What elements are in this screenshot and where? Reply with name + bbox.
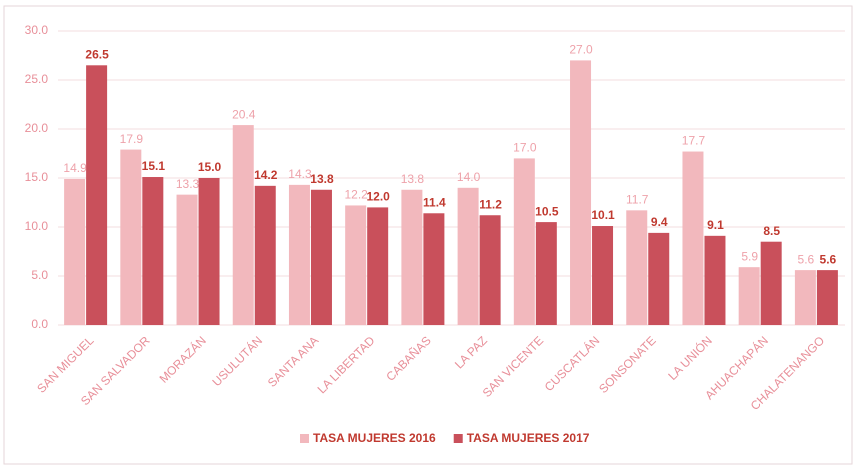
legend-label: TASA MUJERES 2017 [467, 431, 590, 445]
data-label: 11.7 [626, 193, 649, 207]
bar [816, 270, 838, 325]
data-label: 14.9 [63, 161, 87, 175]
bar [198, 178, 220, 325]
data-label: 14.2 [254, 168, 278, 182]
bar [232, 125, 254, 325]
data-label: 17.0 [513, 141, 537, 155]
bar [626, 210, 648, 325]
bar [570, 60, 592, 326]
bar [254, 185, 276, 325]
bar [345, 205, 367, 325]
bar [176, 194, 198, 325]
data-label: 5.6 [820, 252, 837, 266]
bar [142, 177, 164, 325]
bar [535, 222, 557, 325]
y-tick-label: 10.0 [25, 219, 49, 233]
data-label: 14.0 [457, 170, 481, 184]
y-tick-label: 15.0 [25, 170, 49, 184]
data-label: 5.9 [741, 249, 758, 263]
bar [479, 215, 501, 325]
bar [288, 184, 310, 325]
y-tick-label: 20.0 [25, 121, 49, 135]
data-label: 12.0 [366, 190, 390, 204]
data-label: 14.3 [288, 167, 312, 181]
data-label: 11.4 [423, 195, 446, 209]
legend-label: TASA MUJERES 2016 [313, 431, 436, 445]
bar [682, 151, 704, 325]
bar [120, 149, 142, 325]
data-label: 20.4 [232, 107, 256, 121]
bar [86, 65, 108, 326]
data-label: 15.1 [142, 159, 166, 173]
data-label: 9.1 [707, 218, 724, 232]
y-tick-label: 5.0 [31, 268, 48, 282]
data-label: 13.8 [401, 172, 425, 186]
y-tick-label: 30.0 [25, 23, 49, 37]
bar [592, 226, 614, 325]
bar [738, 267, 760, 325]
bar [794, 270, 816, 325]
y-tick-label: 25.0 [25, 72, 49, 86]
data-label: 27.0 [569, 43, 593, 57]
legend-swatch [300, 434, 309, 443]
bar [310, 189, 332, 325]
data-label: 10.1 [591, 208, 615, 222]
bar [64, 178, 86, 325]
data-label: 10.5 [535, 204, 559, 218]
bar [367, 207, 389, 325]
data-label: 26.5 [85, 47, 109, 61]
bar [401, 189, 423, 325]
bar [704, 235, 726, 325]
data-label: 11.2 [479, 197, 502, 211]
y-tick-label: 0.0 [31, 317, 48, 331]
legend-swatch [453, 434, 463, 443]
data-label: 15.0 [198, 160, 222, 174]
data-label: 9.4 [651, 215, 668, 229]
bar [760, 241, 782, 325]
data-label: 17.9 [120, 132, 144, 146]
data-label: 13.8 [310, 172, 334, 186]
bar [423, 213, 445, 325]
data-label: 13.3 [176, 177, 200, 191]
data-label: 17.7 [682, 134, 706, 148]
data-label: 5.6 [798, 252, 815, 266]
data-label: 8.5 [763, 224, 780, 238]
bar [513, 158, 535, 325]
bar [648, 232, 670, 325]
data-label: 12.2 [344, 188, 368, 202]
bar [457, 187, 479, 325]
